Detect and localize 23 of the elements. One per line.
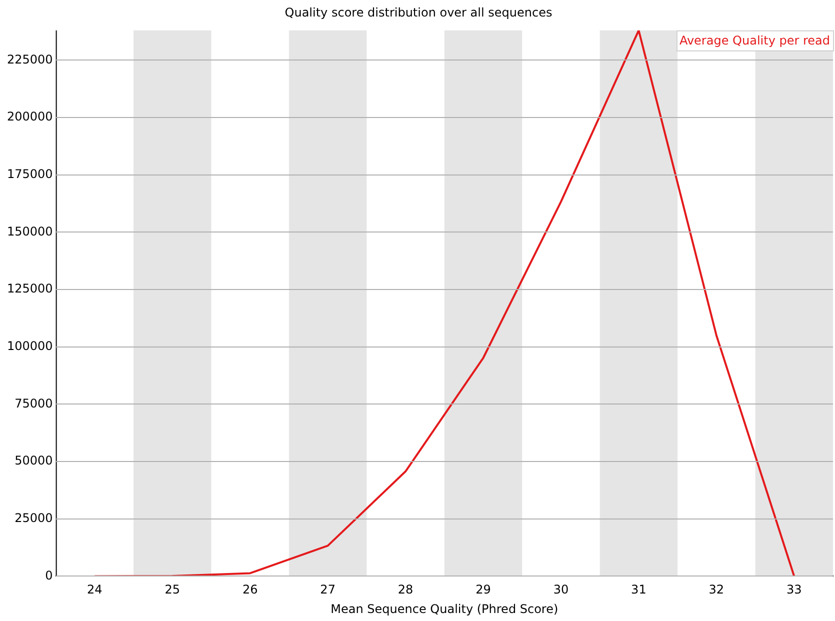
x-tick-label: 29 xyxy=(476,582,491,597)
y-tick-label: 0 xyxy=(45,568,53,582)
y-tick-label: 50000 xyxy=(14,454,53,468)
x-tick-label: 24 xyxy=(87,582,102,597)
x-tick-label: 25 xyxy=(164,582,180,597)
chart-title: Quality score distribution over all sequences xyxy=(284,5,552,20)
x-axis-title: Mean Sequence Quality (Phred Score) xyxy=(330,602,558,616)
text: Average Quality per read xyxy=(679,34,830,48)
x-tick-label: 30 xyxy=(553,582,569,597)
y-tick-label: 125000 xyxy=(6,282,53,296)
y-tick-label: 200000 xyxy=(6,110,53,124)
x-tick-label: 27 xyxy=(320,582,336,597)
y-tick-label: 150000 xyxy=(6,224,53,238)
x-tick-label: 31 xyxy=(631,582,646,597)
y-tick-label: 25000 xyxy=(14,510,53,525)
x-tick-label: 28 xyxy=(398,582,414,597)
y-tick-label: 75000 xyxy=(14,396,53,410)
x-tick-label: 32 xyxy=(708,582,724,597)
y-tick-label: 100000 xyxy=(6,338,53,353)
y-tick-label: 175000 xyxy=(6,167,53,181)
x-tick-label: 33 xyxy=(786,582,802,597)
x-tick-label: 26 xyxy=(242,582,258,597)
y-tick-label: 225000 xyxy=(6,52,53,66)
